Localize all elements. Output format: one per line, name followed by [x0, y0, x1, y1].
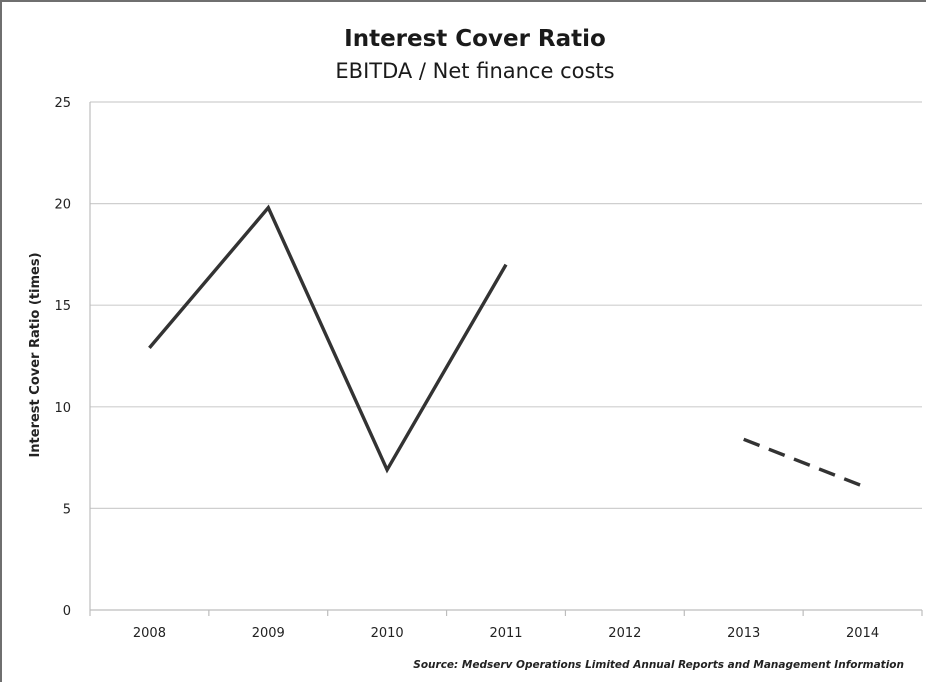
y-tick-label: 25: [54, 96, 71, 111]
tick-layer: 0 5 10 15 20 25 2008 2009 2010 2011 2012 2013 2014: [54, 96, 879, 641]
y-tick-label: 5: [63, 502, 71, 517]
source-note: Source: Medserv Operations Limited Annua…: [413, 659, 904, 671]
chart-subtitle: EBITDA / Net finance costs: [335, 59, 614, 83]
y-tick-label: 10: [54, 401, 71, 416]
grid-layer: [89, 101, 923, 616]
forecast-series-line: [743, 437, 864, 488]
x-tick-label: 2010: [371, 626, 404, 641]
x-tick-label: 2013: [727, 626, 760, 641]
x-tick-label: 2012: [608, 626, 641, 641]
y-tick-label: 20: [54, 198, 71, 213]
x-tick-label: 2008: [133, 626, 166, 641]
y-tick-label: 15: [54, 299, 71, 314]
y-axis-label: Interest Cover Ratio (times): [28, 252, 43, 457]
x-tick-label: 2009: [252, 626, 285, 641]
y-tick-label: 0: [63, 604, 71, 619]
actual-series-line: [148, 204, 508, 474]
chart-title: Interest Cover Ratio: [344, 26, 606, 52]
x-tick-label: 2014: [846, 626, 879, 641]
x-tick-label: 2011: [489, 626, 522, 641]
series-layer: [148, 204, 864, 488]
